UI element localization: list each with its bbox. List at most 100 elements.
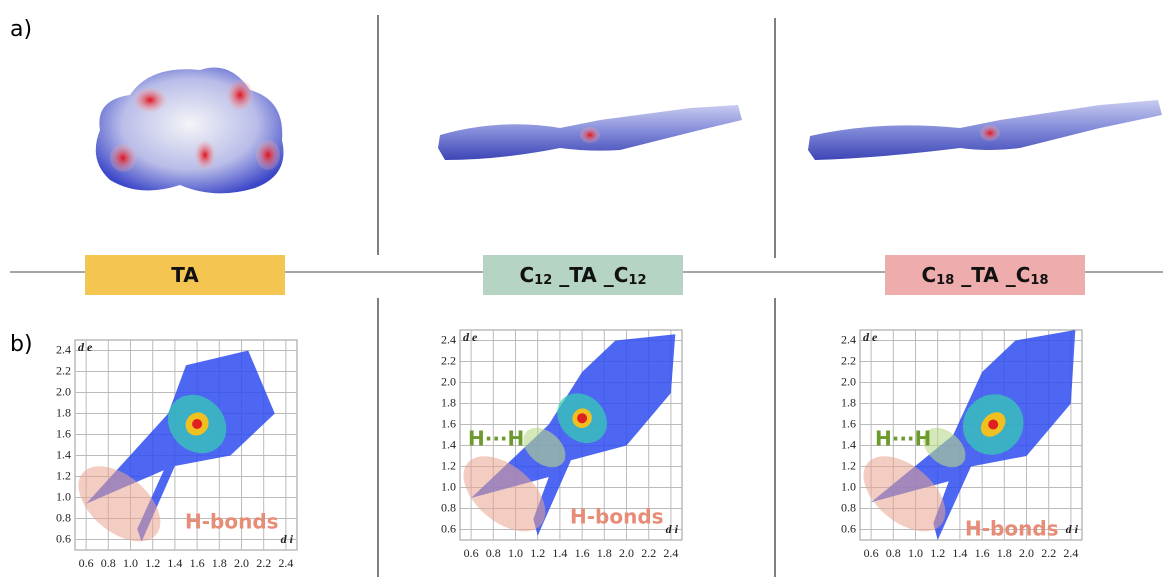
y-tick-label: 2.0 bbox=[56, 384, 71, 398]
y-tick-label: 1.6 bbox=[56, 426, 71, 440]
label-run: TA bbox=[171, 263, 199, 287]
x-tick-label: 2.0 bbox=[234, 556, 249, 570]
fingerprint-peak bbox=[192, 419, 203, 429]
hbond-region bbox=[863, 456, 946, 532]
y-tick-label: 1.0 bbox=[56, 489, 71, 503]
y-tick-label: 1.0 bbox=[841, 479, 856, 493]
x-tick-label: 2.2 bbox=[1041, 546, 1056, 560]
panel-label: b) bbox=[10, 332, 33, 357]
y-tick-label: 0.8 bbox=[56, 510, 71, 524]
annotation: H-bonds bbox=[570, 505, 664, 529]
x-tick-label: 1.2 bbox=[145, 556, 160, 570]
y-tick-label: 1.2 bbox=[441, 458, 456, 472]
x-tick-label: 2.4 bbox=[663, 546, 678, 560]
label-box bbox=[483, 255, 683, 295]
fingerprint-peak bbox=[577, 413, 588, 424]
x-tick-label: 2.2 bbox=[641, 546, 656, 560]
x-tick-label: 0.8 bbox=[886, 546, 901, 560]
x-tick-label: 0.6 bbox=[864, 546, 879, 560]
y-tick-label: 2.4 bbox=[841, 332, 856, 346]
y-axis-label: d e bbox=[463, 330, 478, 344]
compound-label: TA bbox=[171, 263, 199, 287]
x-tick-label: 0.6 bbox=[79, 556, 94, 570]
y-tick-label: 2.0 bbox=[441, 374, 456, 388]
x-tick-label: 1.4 bbox=[167, 556, 182, 570]
y-tick-label: 1.8 bbox=[56, 405, 71, 419]
label-run: 18 bbox=[936, 273, 954, 288]
label-run: C bbox=[519, 263, 534, 287]
y-tick-label: 0.8 bbox=[841, 500, 856, 514]
fingerprint-peak bbox=[988, 419, 999, 430]
x-tick-label: 1.8 bbox=[597, 546, 612, 560]
label-run: C bbox=[921, 263, 936, 287]
y-tick-label: 0.6 bbox=[56, 531, 71, 545]
hh-region bbox=[923, 427, 966, 468]
panel-label: a) bbox=[10, 17, 32, 42]
y-axis-label: d e bbox=[78, 340, 93, 354]
x-tick-label: 1.2 bbox=[530, 546, 545, 560]
hbond-region bbox=[463, 456, 546, 532]
x-tick-label: 1.8 bbox=[212, 556, 227, 570]
y-axis-label: d e bbox=[863, 330, 878, 344]
x-tick-label: 1.6 bbox=[575, 546, 590, 560]
x-tick-label: 2.4 bbox=[278, 556, 293, 570]
label-run: _TA _C bbox=[552, 263, 628, 287]
x-axis-label: d i bbox=[281, 532, 294, 546]
fingerprint-cloud bbox=[86, 350, 275, 542]
label-run: 12 bbox=[534, 273, 552, 288]
annotation: H···H bbox=[875, 427, 931, 451]
y-tick-label: 1.4 bbox=[56, 447, 71, 461]
x-tick-label: 1.4 bbox=[552, 546, 567, 560]
x-tick-label: 1.6 bbox=[190, 556, 205, 570]
annotation: H···H bbox=[468, 427, 524, 451]
annotation: H-bonds bbox=[185, 510, 279, 534]
x-tick-label: 2.0 bbox=[1019, 546, 1034, 560]
x-tick-label: 1.4 bbox=[952, 546, 967, 560]
x-tick-label: 0.6 bbox=[464, 546, 479, 560]
annotation: H-bonds bbox=[965, 517, 1059, 541]
y-tick-label: 1.6 bbox=[441, 416, 456, 430]
y-tick-label: 1.6 bbox=[841, 416, 856, 430]
y-tick-label: 2.2 bbox=[841, 353, 856, 367]
label-run: 12 bbox=[628, 273, 646, 288]
compound-label: C12 _TA _C12 bbox=[519, 263, 646, 288]
y-tick-label: 0.6 bbox=[841, 521, 856, 535]
x-tick-label: 1.2 bbox=[930, 546, 945, 560]
y-tick-label: 1.8 bbox=[841, 395, 856, 409]
y-tick-label: 1.0 bbox=[441, 479, 456, 493]
x-axis-label: d i bbox=[1066, 522, 1079, 536]
compound-label: C18 _TA _C18 bbox=[921, 263, 1048, 288]
y-tick-label: 2.0 bbox=[841, 374, 856, 388]
x-tick-label: 0.8 bbox=[101, 556, 116, 570]
y-tick-label: 1.2 bbox=[56, 468, 71, 482]
surface-ta bbox=[95, 67, 284, 194]
y-tick-label: 0.8 bbox=[441, 500, 456, 514]
y-tick-label: 1.4 bbox=[441, 437, 456, 451]
x-tick-label: 1.8 bbox=[997, 546, 1012, 560]
x-tick-label: 1.0 bbox=[123, 556, 138, 570]
y-tick-label: 2.4 bbox=[441, 332, 456, 346]
x-tick-label: 2.2 bbox=[256, 556, 271, 570]
x-tick-label: 1.0 bbox=[908, 546, 923, 560]
x-tick-label: 2.0 bbox=[619, 546, 634, 560]
y-tick-label: 2.2 bbox=[441, 353, 456, 367]
x-axis-label: d i bbox=[666, 522, 679, 536]
y-tick-label: 0.6 bbox=[441, 521, 456, 535]
hbond-region bbox=[78, 466, 161, 542]
y-tick-label: 1.2 bbox=[841, 458, 856, 472]
y-tick-label: 1.8 bbox=[441, 395, 456, 409]
label-run: 18 bbox=[1030, 273, 1048, 288]
x-tick-label: 2.4 bbox=[1063, 546, 1078, 560]
y-tick-label: 1.4 bbox=[841, 437, 856, 451]
label-run: _TA _C bbox=[954, 263, 1030, 287]
label-box bbox=[85, 255, 285, 295]
hh-region bbox=[523, 427, 566, 468]
x-tick-label: 1.6 bbox=[975, 546, 990, 560]
x-tick-label: 0.8 bbox=[486, 546, 501, 560]
surface-c18 bbox=[808, 100, 1162, 160]
surface-c12 bbox=[438, 105, 742, 160]
label-box bbox=[885, 255, 1085, 295]
y-tick-label: 2.2 bbox=[56, 363, 71, 377]
x-tick-label: 1.0 bbox=[508, 546, 523, 560]
